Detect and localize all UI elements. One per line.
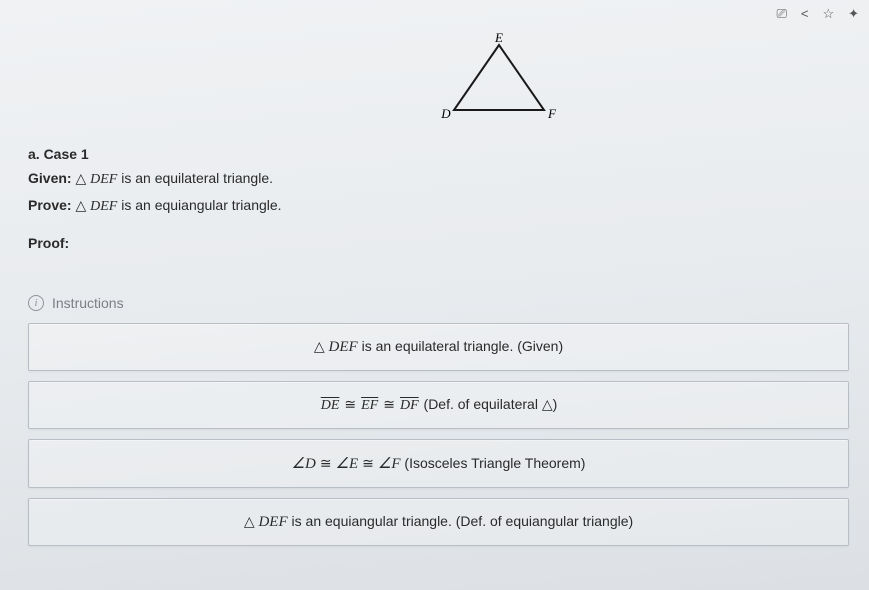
- step3-reason: (Isosceles Triangle Theorem): [401, 455, 586, 471]
- congruent-icon: ≅: [358, 455, 378, 471]
- proof-step[interactable]: △ DEF is an equilateral triangle. (Given…: [28, 323, 849, 371]
- triangle-icon: △: [244, 513, 259, 529]
- step4-text: is an equiangular triangle.: [288, 513, 456, 529]
- segment-de: DE: [320, 398, 341, 413]
- segment-ef: EF: [360, 398, 379, 413]
- step4-triangle: DEF: [258, 514, 287, 530]
- step1-text: is an equilateral triangle.: [358, 338, 518, 354]
- triangle-icon: △: [75, 170, 90, 186]
- browser-toolbar: ⎚ < ☆ ✦: [776, 6, 859, 22]
- step2-reason-post: ): [553, 396, 558, 412]
- triangle-icon: △: [542, 396, 553, 412]
- instructions-link[interactable]: i Instructions: [28, 295, 849, 311]
- prove-label: Prove:: [28, 197, 72, 213]
- step1-reason: (Given): [517, 338, 563, 354]
- info-icon: i: [28, 295, 44, 311]
- page-content: E D F a. Case 1 Given: △ DEF is an equil…: [0, 0, 869, 566]
- instructions-label: Instructions: [52, 295, 124, 311]
- proof-step-list: △ DEF is an equilateral triangle. (Given…: [28, 323, 849, 546]
- congruent-icon: ≅: [379, 396, 399, 412]
- puzzle-icon[interactable]: ✦: [848, 6, 859, 22]
- proof-step[interactable]: △ DEF is an equiangular triangle. (Def. …: [28, 498, 849, 546]
- given-triangle: DEF: [90, 172, 117, 187]
- vertex-e-label: E: [494, 30, 503, 45]
- vertex-d-label: D: [440, 106, 451, 121]
- step4-reason: (Def. of equiangular triangle): [456, 513, 633, 529]
- triangle-icon: △: [75, 197, 90, 213]
- chevron-left-icon[interactable]: <: [801, 6, 809, 22]
- step2-reason-pre: (Def. of equilateral: [420, 396, 542, 412]
- congruent-icon: ≅: [340, 396, 360, 412]
- step1-triangle: DEF: [329, 339, 358, 355]
- proof-label: Proof:: [28, 235, 69, 251]
- problem-header: a. Case 1 Given: △ DEF is an equilateral…: [28, 143, 849, 255]
- given-text: is an equilateral triangle.: [117, 170, 273, 186]
- prove-triangle: DEF: [90, 199, 117, 214]
- proof-step[interactable]: DE≅EF≅DF (Def. of equilateral △): [28, 381, 849, 429]
- case-label: a. Case 1: [28, 146, 89, 162]
- angle-e: ∠E: [336, 456, 359, 472]
- prove-text: is an equiangular triangle.: [117, 197, 281, 213]
- proof-step[interactable]: ∠D≅∠E≅∠F (Isosceles Triangle Theorem): [28, 439, 849, 488]
- segment-df: DF: [399, 398, 420, 413]
- angle-f: ∠F: [378, 456, 401, 472]
- congruent-icon: ≅: [316, 455, 336, 471]
- given-label: Given:: [28, 170, 72, 186]
- star-outline-icon[interactable]: ☆: [822, 6, 834, 22]
- vertex-f-label: F: [547, 106, 557, 121]
- cast-icon[interactable]: ⎚: [776, 6, 786, 22]
- triangle-icon: △: [314, 338, 329, 354]
- triangle-diagram: E D F: [148, 30, 849, 135]
- angle-d: ∠D: [292, 456, 316, 472]
